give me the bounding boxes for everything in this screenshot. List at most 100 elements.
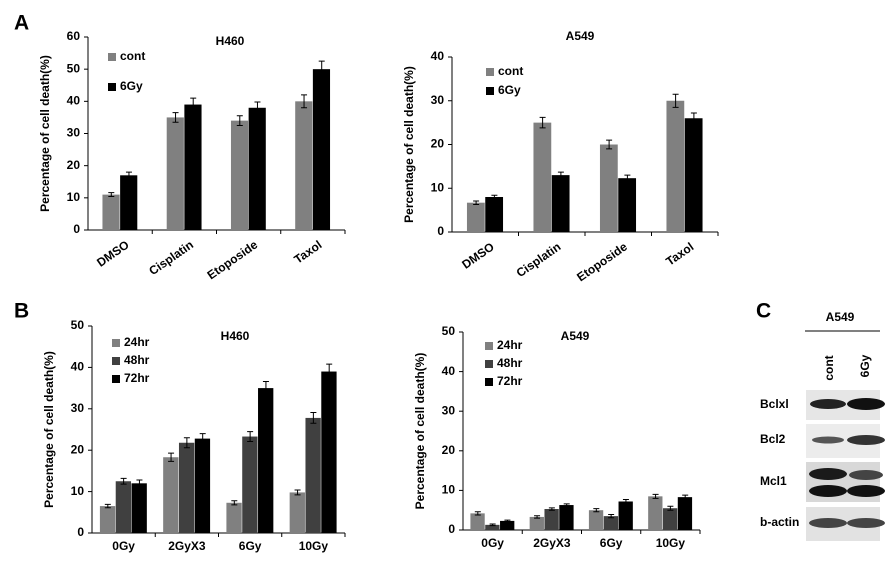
error-bar [247, 431, 254, 443]
y-tick-label: 40 [71, 360, 85, 374]
error-bar [310, 412, 317, 424]
y-tick-label: 10 [71, 484, 85, 498]
error-bar [120, 477, 127, 485]
protein-label: Bcl2 [760, 432, 786, 446]
error-bar [652, 493, 659, 499]
error-bar [489, 523, 496, 527]
x-tick-label: Cisplatin [514, 240, 564, 281]
bar [500, 520, 515, 530]
y-tick-label: 20 [71, 442, 85, 456]
x-tick-label: 2GyX3 [533, 536, 571, 550]
x-tick-label: 2GyX3 [168, 539, 206, 553]
panel-label: A [14, 12, 29, 35]
legend-label: 72hr [497, 374, 523, 388]
bar [599, 144, 618, 232]
band [847, 398, 885, 410]
error-bar [504, 519, 511, 523]
y-axis-label: Percentage of cell death(%) [42, 351, 56, 508]
y-tick-label: 0 [77, 525, 84, 539]
bar [178, 442, 195, 533]
legend-label: 6Gy [498, 83, 521, 97]
error-bar [183, 437, 190, 449]
error-bar [690, 112, 697, 124]
bar [618, 501, 633, 530]
legend-label: cont [498, 64, 523, 78]
protein-label: Bclxl [760, 397, 789, 411]
error-bar [548, 507, 555, 511]
x-tick-label: Taxol [291, 238, 324, 267]
bar [559, 505, 574, 530]
x-tick-label: 10Gy [656, 536, 686, 550]
bar [166, 117, 184, 230]
y-tick-label: 40 [431, 49, 445, 63]
error-bar [563, 503, 570, 507]
bar [242, 436, 258, 533]
error-bar [190, 97, 197, 112]
band [847, 518, 885, 528]
western-blot: A549 cont 6Gy Bclxl Bcl2 Mcl1 b-actin [760, 310, 885, 541]
chart-title: A549 [561, 329, 590, 343]
bar [312, 69, 331, 231]
y-axis-label: Percentage of cell death(%) [38, 55, 52, 212]
bar [544, 509, 559, 530]
y-tick-label: 20 [67, 158, 81, 172]
x-tick-label: 10Gy [299, 539, 329, 553]
band [809, 518, 847, 528]
bar [588, 510, 604, 530]
error-bar [172, 112, 179, 123]
bar [131, 483, 147, 533]
bar [485, 197, 504, 232]
lane-label: 6Gy [858, 354, 872, 377]
y-tick-label: 0 [448, 522, 455, 536]
error-bar [301, 94, 308, 109]
error-bar [236, 115, 243, 126]
legend-label: 24hr [124, 335, 150, 349]
x-tick-label: 0Gy [112, 539, 135, 553]
y-axis-label: Percentage of cell death(%) [413, 353, 427, 510]
error-bar [136, 479, 143, 488]
y-tick-label: 50 [67, 61, 81, 75]
legend-swatch [485, 360, 493, 368]
error-bar [254, 101, 261, 115]
legend-swatch [112, 357, 120, 365]
error-bar [682, 494, 689, 500]
y-tick-label: 40 [67, 94, 81, 108]
legend-label: 24hr [497, 338, 523, 352]
bar [485, 524, 500, 530]
bar [163, 457, 179, 533]
error-bar [318, 60, 325, 78]
bar [99, 506, 116, 533]
legend-swatch [108, 83, 116, 91]
y-tick-label: 10 [431, 180, 445, 194]
chart-title: H460 [216, 34, 245, 48]
y-tick-label: 10 [67, 190, 81, 204]
bar [684, 118, 703, 232]
legend-swatch [108, 53, 116, 61]
legend-label: 72hr [124, 371, 150, 385]
error-bar [672, 93, 679, 108]
error-bar [168, 452, 175, 462]
bar [120, 175, 138, 230]
x-tick-label: 6Gy [600, 536, 623, 550]
error-bar [473, 200, 480, 205]
bar [194, 438, 211, 533]
bar [305, 417, 321, 533]
x-tick-label: Cisplatin [146, 238, 196, 279]
legend-swatch [486, 87, 494, 95]
x-tick-label: 6Gy [239, 539, 262, 553]
legend-swatch [486, 68, 494, 76]
y-tick-label: 0 [437, 224, 444, 238]
bar [230, 120, 249, 230]
bar [551, 175, 570, 232]
bar [258, 388, 274, 533]
chart-title: H460 [221, 329, 250, 343]
error-bar [557, 171, 564, 179]
error-bar [294, 489, 301, 496]
band [812, 436, 844, 444]
band [810, 399, 846, 409]
error-bar [104, 503, 111, 509]
y-tick-label: 50 [71, 318, 85, 332]
y-tick-label: 30 [442, 403, 456, 417]
error-bar [491, 194, 498, 200]
